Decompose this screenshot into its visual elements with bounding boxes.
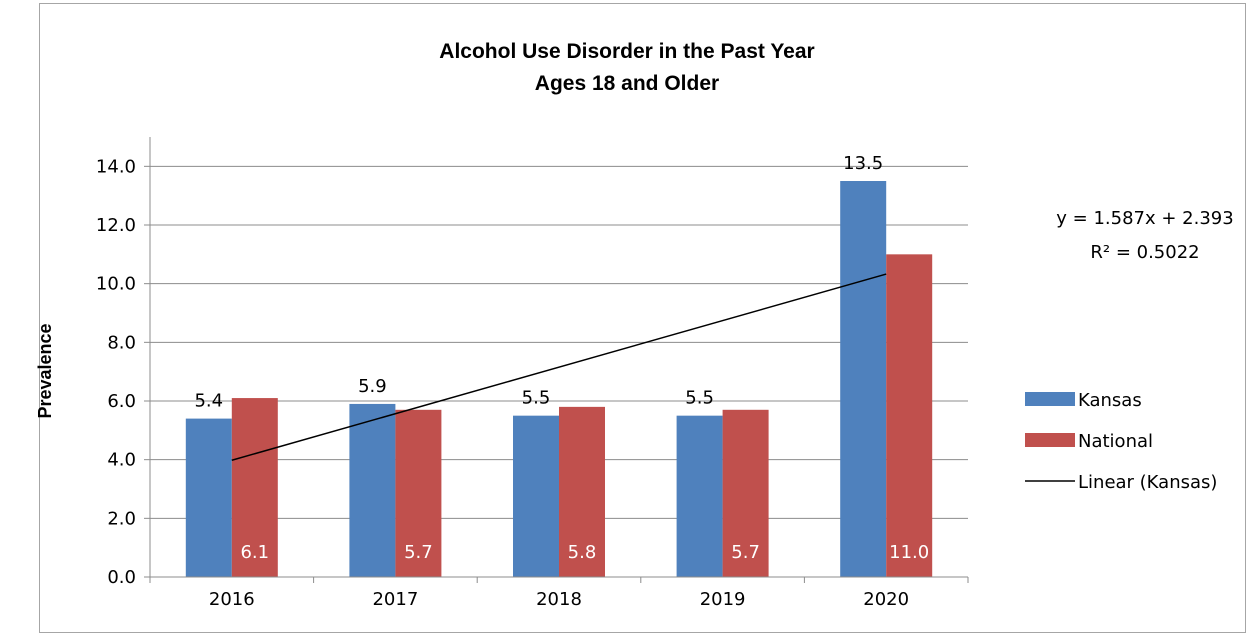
legend-kansas-swatch (1025, 392, 1075, 406)
data-label-national: 5.7 (404, 542, 433, 563)
bars (185, 181, 933, 578)
data-label-kansas: 5.5 (685, 388, 714, 409)
x-tick-label: 2019 (700, 589, 746, 610)
bar-kansas-2019 (676, 415, 723, 577)
legend: Kansas National Linear (Kansas) (1025, 390, 1217, 493)
chart-title: Alcohol Use Disorder in the Past Year (439, 40, 814, 63)
legend-trendline-label: Linear (Kansas) (1078, 472, 1217, 493)
y-tick-label: 4.0 (107, 450, 136, 471)
x-tick-label: 2017 (372, 589, 418, 610)
y-tick-label: 2.0 (107, 508, 136, 529)
bar-national-2017 (395, 409, 442, 577)
legend-kansas-label: Kansas (1078, 390, 1142, 411)
y-axis-title: Prevalence (35, 323, 55, 418)
bar-kansas-2018 (513, 415, 559, 577)
bar-national-2020 (886, 254, 933, 578)
x-tick-label: 2020 (863, 589, 909, 610)
data-label-national: 5.7 (731, 542, 760, 563)
legend-national-label: National (1078, 431, 1153, 452)
y-tick-label: 6.0 (107, 391, 136, 412)
trend-r-squared: R² = 0.5022 (1090, 242, 1199, 263)
chart-subtitle: Ages 18 and Older (535, 72, 719, 95)
data-label-kansas: 5.4 (194, 391, 223, 412)
legend-national-swatch (1025, 433, 1075, 447)
trendline-equation: y = 1.587x + 2.393 R² = 0.5022 (1056, 208, 1233, 263)
bar-kansas-2016 (185, 418, 232, 577)
x-tick-label: 2016 (209, 589, 255, 610)
bar-national-2016 (231, 398, 278, 577)
axes: 0.0 2.0 4.0 6.0 8.0 10.0 12.0 14.0 2016 2017 2018 2… (96, 137, 969, 610)
trend-equation: y = 1.587x + 2.393 (1056, 208, 1233, 229)
data-label-national: 6.1 (240, 542, 269, 563)
trendline (231, 273, 887, 461)
y-tick-label: 10.0 (96, 274, 136, 295)
data-label-kansas: 13.5 (843, 153, 883, 174)
gridlines (150, 165, 968, 519)
data-label-national: 11.0 (889, 542, 929, 563)
data-label-kansas: 5.5 (522, 388, 551, 409)
bar-kansas-2020 (840, 181, 887, 577)
x-tick-label: 2018 (536, 589, 582, 610)
bar-national-2019 (722, 409, 769, 577)
y-tick-label: 12.0 (96, 215, 136, 236)
data-label-national: 5.8 (568, 542, 597, 563)
bar-national-2018 (559, 406, 605, 577)
trendline-kansas (231, 273, 887, 461)
bar-kansas-2017 (349, 403, 396, 577)
y-tick-label: 14.0 (96, 156, 136, 177)
data-label-kansas: 5.9 (358, 376, 387, 397)
y-tick-label: 0.0 (107, 567, 136, 588)
data-labels: 5.4 6.1 5.9 5.7 5.5 5.8 5.5 5.7 13.5 11.0 (194, 153, 929, 563)
y-tick-label: 8.0 (107, 332, 136, 353)
